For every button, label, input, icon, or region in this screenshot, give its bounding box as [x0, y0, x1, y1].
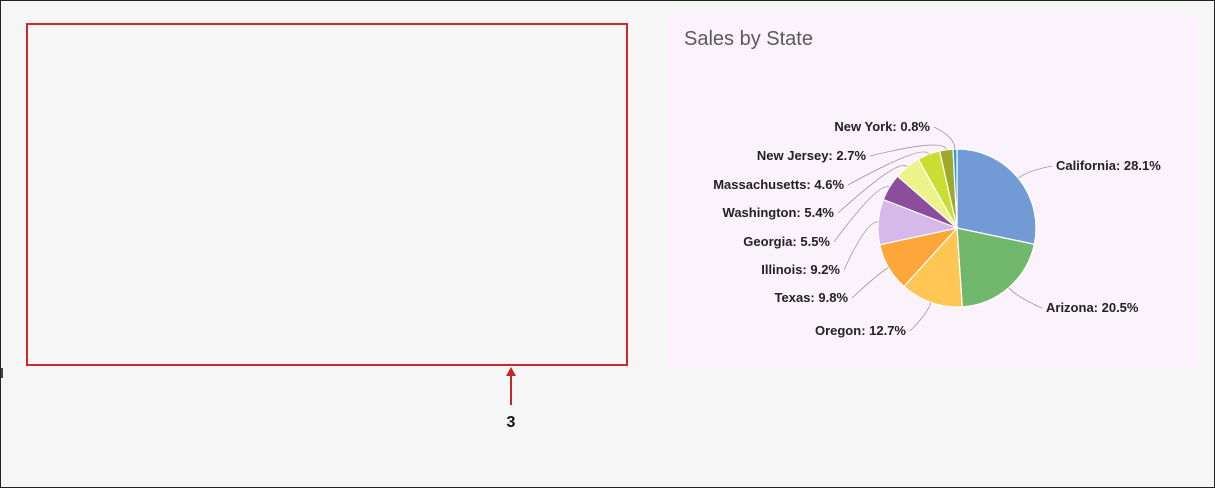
slice-label: Massachusetts: 4.6% — [713, 177, 844, 192]
slice-label: Texas: 9.8% — [775, 290, 849, 305]
pie-chart: California: 28.1% Arizona: 20.5% Oregon: 1… — [713, 119, 1161, 338]
slice-label: Georgia: 5.5% — [743, 234, 830, 249]
slice-label: Oregon: 12.7% — [815, 323, 906, 338]
leader-line — [847, 151, 930, 186]
leader-line — [1008, 287, 1043, 309]
callout-number: 3 — [506, 414, 516, 431]
leader-line — [837, 165, 908, 214]
slice-label: New York: 0.8% — [834, 119, 930, 134]
leader-line — [1018, 165, 1053, 179]
pie-slice-california[interactable] — [956, 148, 1037, 245]
slice-label: Arizona: 20.5% — [1046, 300, 1139, 315]
leader-line — [909, 302, 932, 332]
leader-line — [851, 267, 889, 299]
chart-title: Sales by State — [684, 28, 813, 50]
pie-slice-oregon[interactable] — [903, 226, 963, 308]
pie-slice-new-york[interactable] — [952, 148, 958, 229]
slice-label: California: 28.1% — [1056, 158, 1161, 173]
slice-label: New Jersey: 2.7% — [757, 148, 867, 163]
leader-line — [833, 186, 890, 243]
callout-arrow-icon — [506, 367, 516, 405]
highlighted-empty-panel — [26, 23, 628, 366]
slice-label: Illinois: 9.2% — [761, 262, 840, 277]
sales-by-state-card: Sales by State California: 28.1% Arizona:… — [668, 12, 1196, 369]
edge-marker — [1, 368, 3, 378]
leader-line — [933, 126, 956, 150]
leader-line — [869, 144, 947, 157]
pie-slice-arizona[interactable] — [956, 227, 1036, 308]
slice-label: Washington: 5.4% — [723, 205, 835, 220]
leader-line — [843, 221, 879, 271]
